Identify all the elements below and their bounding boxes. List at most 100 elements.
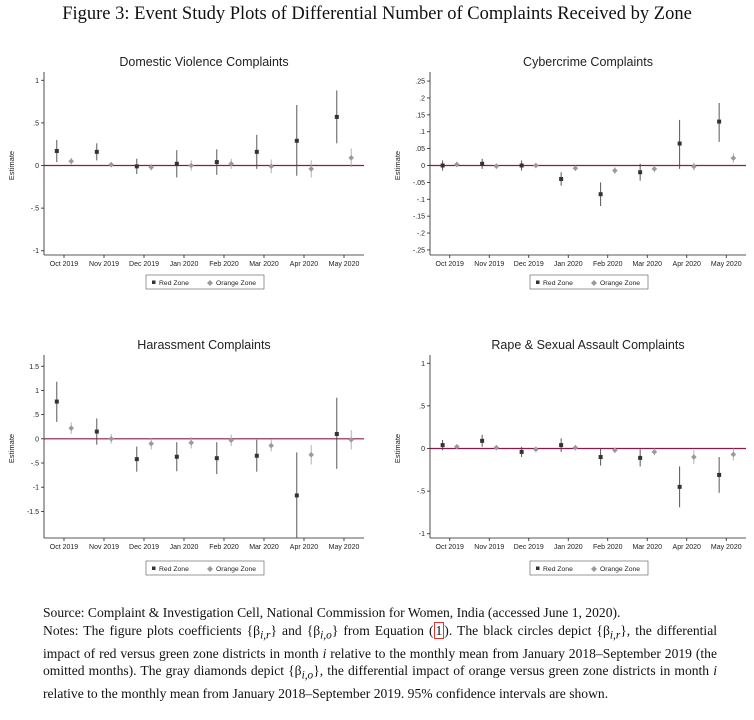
red-zone-point: [214, 456, 219, 461]
x-tick-label: Feb 2020: [593, 261, 623, 268]
y-tick-label: .2: [419, 95, 425, 102]
y-tick-label: .1: [419, 129, 425, 136]
legend-red-zone-label: Red Zone: [543, 566, 573, 573]
y-tick-label: .5: [33, 120, 39, 127]
x-tick-label: Dec 2019: [129, 261, 159, 268]
y-tick-label: -1: [33, 248, 39, 255]
legend-orange-zone-label: Orange Zone: [600, 566, 640, 573]
red-zone-point: [134, 457, 139, 462]
red-zone-point: [559, 443, 564, 448]
y-tick-label: 0: [35, 163, 39, 170]
red-zone-point: [54, 399, 59, 404]
legend-orange-zone-marker: [207, 280, 213, 286]
legend-red-zone-marker: [536, 566, 540, 570]
notes-text: }, the differential impact of red versus…: [43, 622, 718, 661]
legend-box: [529, 560, 649, 576]
panel-rape-sexual-assault: Rape & Sexual Assault Complaints 1 .5 0 -.5 -…: [380, 333, 754, 581]
y-tick-label: 0: [35, 436, 39, 443]
red-zone-point: [559, 177, 564, 182]
notes-subscript: i,r: [260, 629, 271, 642]
legend-box: [529, 274, 649, 290]
x-tick-label: Jan 2020: [170, 261, 199, 268]
source-line: Source: Complaint & Investigation Cell, …: [43, 605, 621, 620]
x-tick-label: Apr 2020: [290, 544, 319, 551]
y-tick-label: -1: [33, 485, 39, 492]
y-tick-label: -1.5: [27, 509, 39, 516]
notes-text: }, the differential impact of orange ver…: [313, 663, 714, 679]
chart-title: Domestic Violence Complaints: [119, 55, 288, 69]
red-zone-point: [94, 429, 99, 434]
x-tick-label: Oct 2019: [436, 261, 465, 268]
orange-zone-point: [268, 442, 274, 449]
orange-zone-point: [228, 160, 234, 167]
x-tick-label: Mar 2020: [632, 261, 662, 268]
chart-harassment: Harassment Complaints1.51.50-.5-1-1.5Est…: [7, 338, 364, 576]
notes-paragraph: Notes: The figure plots coefficients {βi…: [43, 621, 718, 703]
y-tick-label: -.5: [31, 461, 39, 468]
y-tick-label: .15: [415, 112, 425, 119]
y-tick-label: 1: [35, 388, 39, 395]
notes-text: ). The black circles depict {β: [444, 622, 610, 638]
x-tick-label: May 2020: [711, 544, 742, 551]
x-tick-label: Oct 2019: [50, 261, 79, 268]
x-tick-label: Dec 2019: [514, 544, 544, 551]
notes-subscript: i,o: [301, 669, 314, 682]
legend-box: [145, 560, 265, 576]
red-zone-point: [480, 438, 485, 443]
orange-zone-point: [572, 165, 579, 172]
equation-link[interactable]: 1: [433, 621, 445, 639]
orange-zone-point: [108, 161, 114, 168]
orange-zone-point: [612, 167, 618, 174]
x-tick-label: May 2020: [329, 544, 360, 551]
y-tick-label: 0: [421, 446, 425, 453]
red-zone-point: [638, 455, 643, 460]
x-tick-label: Feb 2020: [593, 544, 623, 551]
notes-italic: i: [322, 645, 327, 661]
chart-title: Rape & Sexual Assault Complaints: [491, 338, 684, 352]
x-tick-label: Nov 2019: [89, 261, 119, 268]
legend-orange-zone-marker: [207, 566, 213, 572]
x-tick-label: Apr 2020: [290, 261, 319, 268]
orange-zone-point: [493, 163, 500, 169]
x-tick-label: Feb 2020: [209, 544, 239, 551]
panel-harassment: Harassment Complaints 1.5 1.5 0 -.5 -1 -1.5 Est…: [0, 333, 372, 581]
red-zone-point: [294, 138, 299, 143]
y-tick-label: 1: [421, 361, 425, 368]
legend-red-zone-label: Red Zone: [159, 566, 189, 573]
y-tick-label: -.5: [31, 206, 39, 213]
red-zone-point: [254, 453, 259, 458]
orange-zone-point: [228, 437, 234, 444]
legend-red-zone-marker: [152, 280, 156, 284]
y-tick-label: 1: [35, 78, 39, 85]
red-zone-point: [677, 141, 682, 146]
y-axis-label: Estimate: [7, 434, 16, 463]
red-zone-point: [214, 160, 219, 165]
y-tick-label: .5: [33, 412, 39, 419]
y-axis-label: Estimate: [393, 434, 402, 463]
y-tick-label: -.25: [413, 247, 425, 254]
red-zone-point: [717, 119, 722, 124]
x-tick-label: Jan 2020: [554, 261, 583, 268]
orange-zone-point: [493, 444, 500, 451]
legend-orange-zone-label: Orange Zone: [600, 280, 640, 287]
y-tick-label: 0: [421, 163, 425, 170]
notes-subscript: i,r: [609, 629, 621, 642]
orange-zone-point: [454, 161, 460, 168]
orange-zone-point: [148, 164, 154, 171]
orange-zone-point: [308, 166, 314, 172]
chart-title: Cybercrime Complaints: [523, 55, 653, 69]
x-tick-label: Oct 2019: [50, 544, 79, 551]
red-zone-point: [134, 164, 139, 169]
y-axis-label: Estimate: [7, 151, 16, 180]
y-tick-label: -.05: [413, 180, 425, 187]
orange-zone-point: [348, 155, 354, 161]
red-zone-point: [54, 149, 59, 154]
red-zone-point: [334, 114, 339, 119]
panel-domestic-violence: Domestic Violence Complaints 1 .5 0 -.5 -1 Est…: [0, 50, 372, 295]
orange-zone-point: [68, 425, 74, 431]
legend-box: [145, 274, 265, 290]
x-tick-label: Oct 2019: [436, 544, 465, 551]
red-zone-point: [174, 454, 179, 459]
x-tick-label: Jan 2020: [554, 544, 583, 551]
chart-domestic-violence: Domestic Violence Complaints 1 .5 0 -.5 -1 Est…: [7, 55, 364, 290]
